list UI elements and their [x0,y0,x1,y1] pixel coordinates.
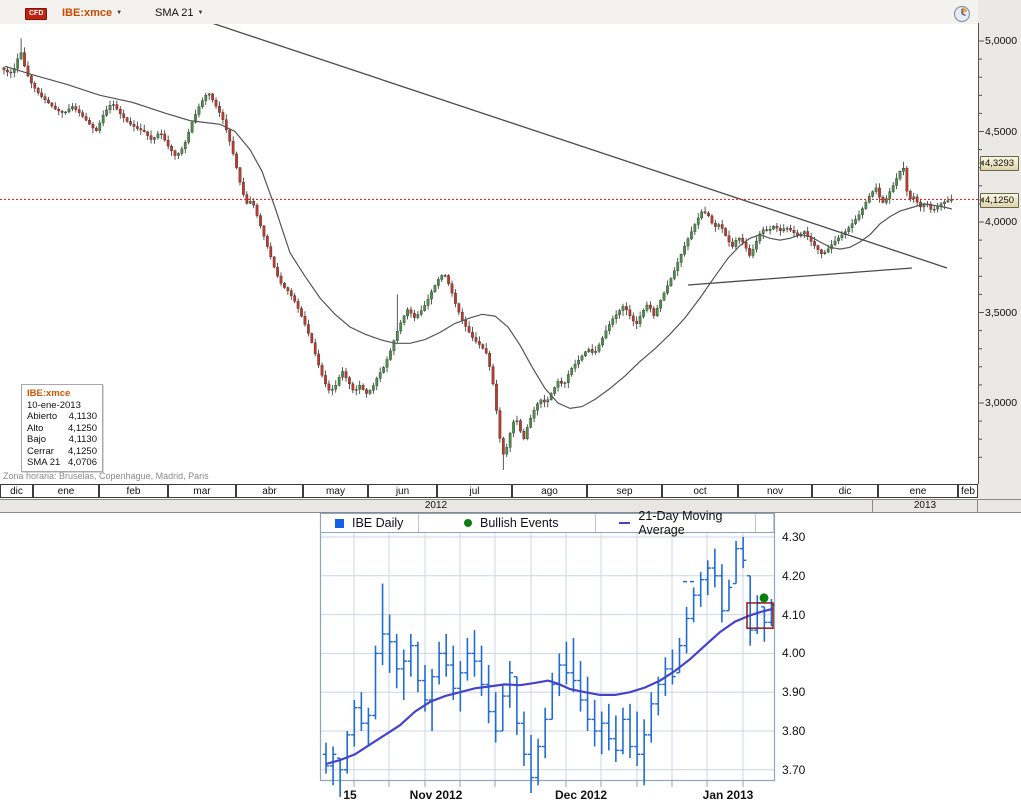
bottom-chart-legend: IBE Daily Bullish Events 21-Day Moving Ave… [320,509,775,537]
month-cell: abr [236,484,303,498]
info-row: Cerrar 4,1250 [27,446,97,458]
legend-label: 21-Day Moving Average [638,509,723,537]
month-cell: oct [662,484,738,498]
year-cell: 2012 [0,500,873,512]
info-row: Bajo 4,1130 [27,434,97,446]
year-axis[interactable]: 2012 2013 [0,499,1021,513]
month-cell: dic [0,484,33,498]
month-cell: dic [812,484,878,498]
legend-square-icon [335,518,344,528]
month-cell: jun [368,484,437,498]
y-axis-label: 3.90 [782,685,806,700]
info-row: SMA 21 4,0706 [27,457,97,469]
info-row-value: 4,0706 [67,457,97,468]
price-axis-label: 3,0000 [985,397,1018,409]
y-axis-label: 4.20 [782,568,806,583]
y-axis-label: 4.10 [782,607,806,622]
x-axis-label: 15 [343,788,357,802]
indicator-label: SMA 21 [155,7,194,19]
month-cell: feb [958,484,978,498]
price-tag: 4,1250 [979,192,1019,208]
month-cell: ene [878,484,958,498]
price-axis-label: 4,5000 [985,125,1018,138]
legend-item: IBE Daily [321,514,419,532]
legend-label: IBE Daily [352,516,404,530]
y-axis-label: 4.00 [782,646,806,661]
info-row-label: Bajo [27,434,47,445]
cfd-badge: CFD [25,8,48,20]
x-axis-label: Dec 2012 [554,788,608,802]
legend-item: 21-Day Moving Average [596,509,756,537]
y-axis-label: 3.70 [782,762,806,777]
info-symbol: IBE:xmce [27,388,71,399]
chart-toolbar: CFD IBE:xmce ▼ SMA 21 ▼ [0,0,978,24]
month-cell: sep [587,484,662,498]
clock-icon [953,5,971,23]
year-cell: 2013 [873,500,978,512]
ohlc-info-box: IBE:xmce 10-ene-2013 Abierto 4,1130 Alto 4,… [21,384,103,472]
month-cell: ago [512,484,587,498]
month-cell: feb [99,484,168,498]
month-cell: may [303,484,368,498]
month-cell: jul [437,484,512,498]
indicator-selector[interactable]: SMA 21 ▼ [155,7,203,19]
info-row-label: Abierto [27,411,58,422]
y-axis-label: 4.30 [782,530,806,544]
info-row-value: 4,1250 [67,445,97,457]
x-axis-label: Jan 2013 [702,788,754,802]
month-cell: mar [168,484,236,498]
month-cell: nov [738,484,812,498]
month-cell: ene [33,484,99,498]
info-row-label: Cerrar [27,445,54,457]
price-axis-label: 4,0000 [985,216,1018,228]
info-date: 10-ene-2013 [27,399,81,411]
legend-dot-icon [464,519,472,527]
legend-item [756,514,774,532]
chevron-down-icon: ▼ [116,10,123,16]
price-tag: 4,3293 [979,155,1019,171]
legend-label: Bullish Events [480,516,559,530]
y-axis-label: 3.80 [782,724,806,738]
x-axis-label: Nov 2012 [409,788,463,802]
info-row: Alto 4,1250 [27,423,97,435]
symbol-label: IBE:xmce [62,7,113,19]
info-row-value: 4,1130 [68,434,97,445]
legend-dash-icon [619,522,631,524]
price-axis-label: 3,5000 [985,306,1018,319]
symbol-selector[interactable]: IBE:xmce ▼ [62,7,122,19]
info-row-label: Alto [27,422,44,434]
price-axis-label: 5,0000 [985,35,1018,47]
chevron-down-icon: ▼ [197,10,204,16]
clock-button[interactable] [952,4,972,24]
info-row-value: 4,1130 [68,411,97,422]
info-row-label: SMA 21 [27,457,61,468]
legend-item: Bullish Events [419,514,596,532]
info-row-value: 4,1250 [67,422,97,434]
info-row: Abierto 4,1130 [27,411,97,423]
timezone-note: Zona horaria: Bruselas, Copenhague, Madr… [3,471,209,481]
